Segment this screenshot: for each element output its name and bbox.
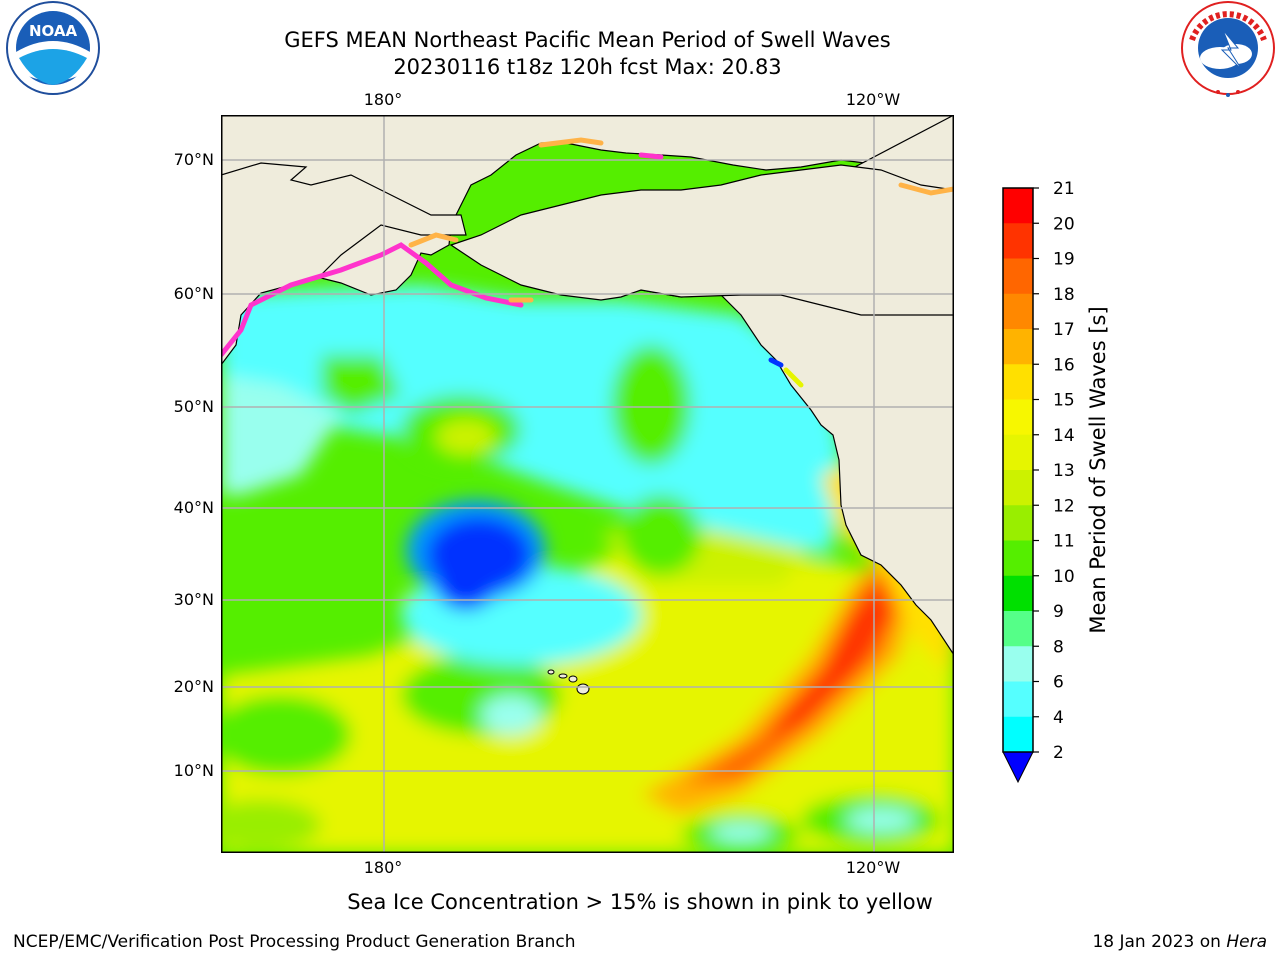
colorbar-tick-label: 17: [1053, 320, 1075, 340]
colorbar-tick-label: 18: [1053, 285, 1075, 305]
colorbar-band: [1003, 716, 1033, 753]
colorbar-band: [1003, 505, 1033, 541]
colorbar-band: [1003, 646, 1033, 682]
lat-label-40n: 40°N: [173, 498, 214, 517]
swell-period-field: [221, 285, 954, 853]
colorbar-tick-label: 11: [1053, 532, 1075, 552]
lon-label-120w-top: 120°W: [845, 90, 901, 109]
noaa-logo-text: NOAA: [29, 22, 78, 40]
colorbar-tick-label: 14: [1053, 426, 1075, 446]
colorbar-band: [1003, 329, 1033, 365]
swell-period-map: [221, 115, 954, 853]
noaa-logo-icon: NOAA: [6, 1, 100, 95]
colorbar: 21 20 19 18 17 16 15 14 13 12 11 10 9 8 6 4 2: [1002, 180, 1075, 784]
colorbar-tick-label: 13: [1053, 461, 1075, 481]
footer-credit: NCEP/EMC/Verification Post Processing Pr…: [13, 932, 576, 952]
lon-label-180-bottom: 180°: [363, 858, 403, 877]
footer-date-text: 18 Jan 2023 on: [1092, 932, 1227, 952]
colorbar-band: [1003, 258, 1033, 295]
colorbar-tick-label: 10: [1053, 567, 1075, 587]
lat-label-60n: 60°N: [173, 284, 214, 303]
plot-title: GEFS MEAN Northeast Pacific Mean Period …: [284, 28, 891, 52]
colorbar-tick-label: 19: [1053, 250, 1075, 270]
colorbar-tick-label: 20: [1053, 214, 1075, 234]
colorbar-tick-label: 9: [1053, 602, 1064, 622]
lon-label-180-top: 180°: [363, 90, 403, 109]
colorbar-band: [1003, 540, 1033, 577]
colorbar-tick-label: 12: [1053, 496, 1075, 516]
colorbar-band: [1003, 611, 1033, 647]
colorbar-tick-label: 4: [1053, 708, 1064, 728]
colorbar-tick-label: 6: [1053, 673, 1064, 693]
colorbar-tick-label: 2: [1053, 743, 1064, 763]
land: [221, 115, 954, 657]
sea-ice-caption: Sea Ice Concentration > 15% is shown in …: [347, 890, 933, 914]
footer-date: 18 Jan 2023 on Hera: [1092, 932, 1267, 952]
graticule: [221, 115, 954, 853]
nws-logo-icon: [1181, 1, 1275, 97]
footer-host: Hera: [1226, 932, 1267, 952]
plot-subtitle: 20230116 t18z 120h fcst Max: 20.83: [393, 55, 782, 79]
colorbar-title: Mean Period of Swell Waves [s]: [1086, 306, 1110, 634]
lon-label-120w-bottom: 120°W: [845, 858, 901, 877]
colorbar-band: [1003, 681, 1033, 718]
colorbar-band: [1003, 434, 1033, 471]
lat-label-50n: 50°N: [173, 397, 214, 416]
lat-label-20n: 20°N: [173, 677, 214, 696]
colorbar-band: [1003, 399, 1033, 436]
colorbar-band: [1003, 188, 1033, 224]
colorbar-tick-label: 21: [1053, 180, 1075, 199]
colorbar-band: [1003, 293, 1033, 330]
colorbar-band: [1003, 470, 1033, 506]
colorbar-band: [1003, 223, 1033, 259]
lat-label-70n: 70°N: [173, 150, 214, 169]
sea-ice: [221, 137, 954, 388]
lat-label-30n: 30°N: [173, 590, 214, 609]
colorbar-tick-label: 8: [1053, 637, 1064, 657]
colorbar-band: [1003, 364, 1033, 400]
colorbar-tick-label: 16: [1053, 355, 1075, 375]
colorbar-extend-triangle: [1002, 751, 1034, 784]
colorbar-tick-label: 15: [1053, 391, 1075, 411]
lat-label-10n: 10°N: [173, 761, 214, 780]
colorbar-band: [1003, 575, 1033, 612]
